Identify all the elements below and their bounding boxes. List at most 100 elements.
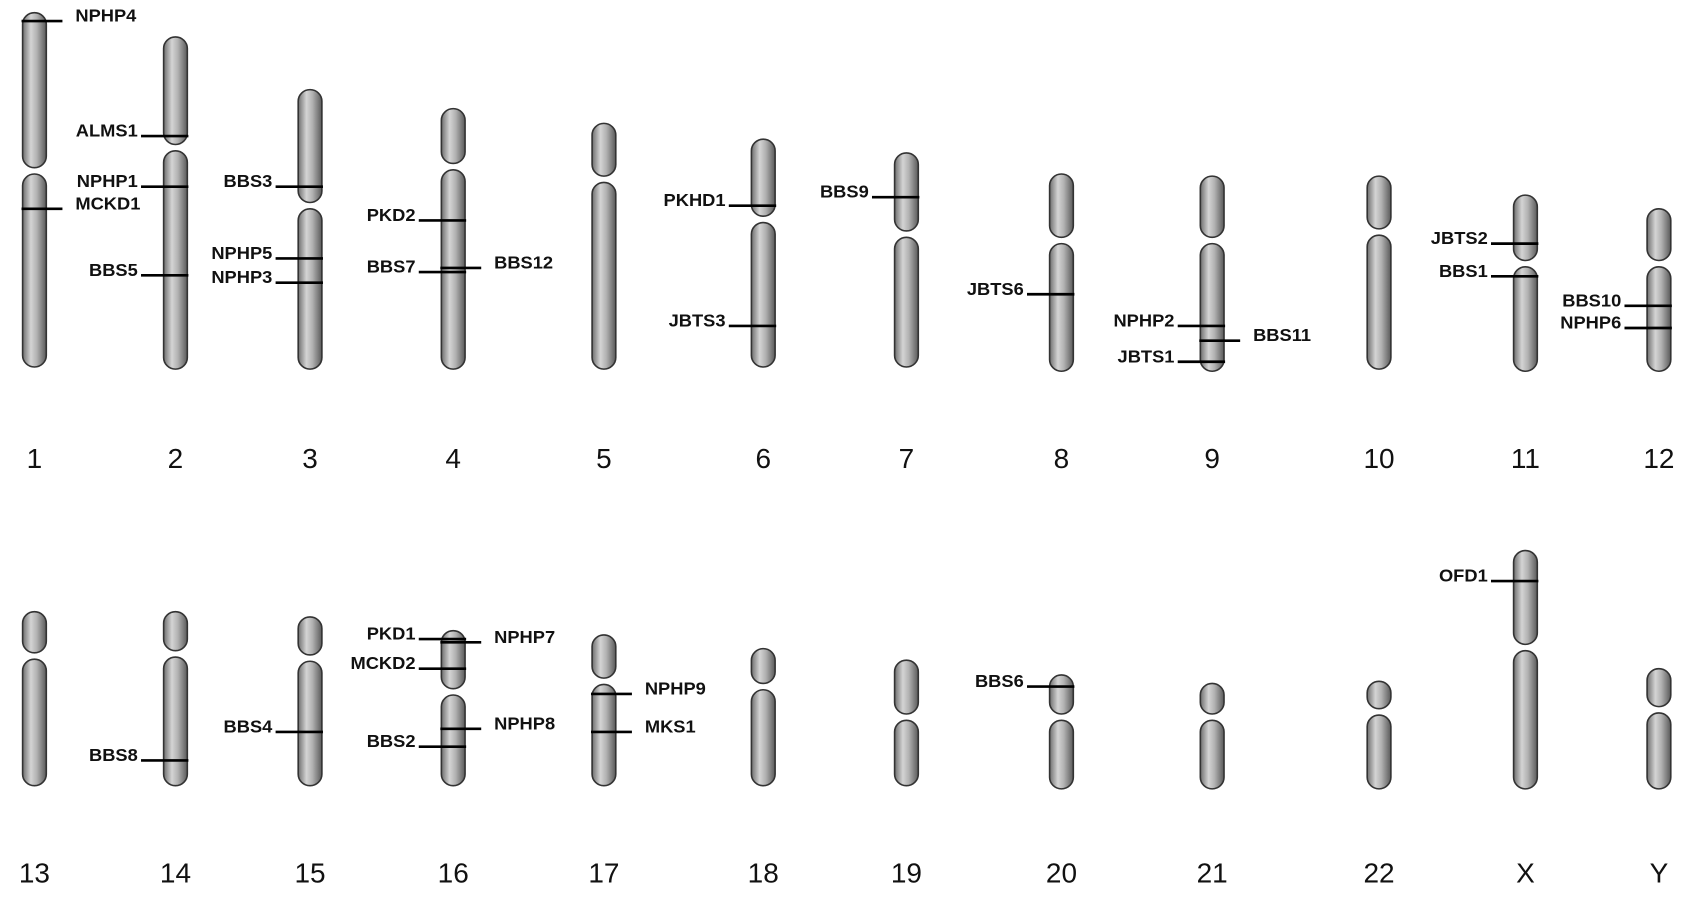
- chromosome-label: 5: [596, 443, 612, 474]
- chromosome: [298, 90, 322, 369]
- chromosome-label: 13: [19, 858, 50, 889]
- q-arm: [1647, 713, 1671, 789]
- chromosome-label: 19: [891, 858, 922, 889]
- p-arm: [1200, 683, 1224, 714]
- gene-label: NPHP1: [77, 171, 138, 191]
- q-arm: [1200, 720, 1224, 789]
- p-arm: [592, 635, 616, 678]
- chromosome-label: 10: [1363, 443, 1394, 474]
- p-arm: [1647, 209, 1671, 261]
- chromosome: [1514, 195, 1538, 371]
- gene-label: BBS11: [1253, 325, 1311, 345]
- chromosome: [592, 123, 616, 369]
- gene-label: JBTS3: [669, 311, 726, 331]
- gene-label: MKS1: [645, 717, 696, 737]
- q-arm: [592, 684, 616, 785]
- gene-label: NPHP4: [75, 6, 136, 26]
- chromosome: [895, 153, 919, 367]
- q-arm: [895, 720, 919, 785]
- chromosome: [1050, 174, 1074, 371]
- q-arm: [164, 151, 188, 369]
- chromosome-label: 16: [438, 858, 469, 889]
- gene-label: BBS6: [975, 671, 1024, 691]
- gene-label: NPHP9: [645, 679, 706, 699]
- chromosome: [1050, 675, 1074, 789]
- chromosome-label: 9: [1204, 443, 1220, 474]
- p-arm: [1367, 681, 1391, 708]
- chromosome: [1647, 209, 1671, 371]
- p-arm: [1200, 176, 1224, 237]
- chromosome: [1367, 176, 1391, 369]
- p-arm: [23, 13, 47, 168]
- gene-label: MCKD2: [350, 653, 415, 673]
- chromosome-label: 20: [1046, 858, 1077, 889]
- gene-label: BBS4: [224, 717, 273, 737]
- chromosome: [441, 631, 465, 786]
- q-arm: [592, 182, 616, 369]
- q-arm: [1367, 235, 1391, 369]
- p-arm: [298, 617, 322, 655]
- gene-label: ALMS1: [76, 121, 138, 141]
- q-arm: [1514, 651, 1538, 789]
- chromosome-label: 4: [445, 443, 461, 474]
- p-arm: [1050, 174, 1074, 237]
- gene-label: MCKD1: [75, 193, 140, 213]
- q-arm: [164, 657, 188, 786]
- p-arm: [23, 612, 47, 653]
- p-arm: [164, 37, 188, 145]
- q-arm: [23, 174, 47, 367]
- q-arm: [1647, 267, 1671, 371]
- chromosome-label: 3: [302, 443, 318, 474]
- gene-label: BBS9: [820, 182, 869, 202]
- chromosome-label: 11: [1511, 443, 1540, 474]
- chromosome-label: 22: [1363, 858, 1394, 889]
- gene-label: PKD1: [367, 624, 416, 644]
- p-arm: [1647, 669, 1671, 707]
- q-arm: [1050, 244, 1074, 372]
- chromosome-label: 15: [294, 858, 325, 889]
- chromosome: [1367, 681, 1391, 789]
- gene-label: BBS1: [1439, 261, 1488, 281]
- chromosome: [592, 635, 616, 786]
- chromosome-label: Y: [1650, 858, 1669, 889]
- p-arm: [1367, 176, 1391, 229]
- chromosome: [751, 139, 775, 367]
- q-arm: [1514, 267, 1538, 371]
- gene-label: BBS12: [494, 253, 553, 273]
- chromosome-label: 6: [755, 443, 771, 474]
- q-arm: [895, 237, 919, 367]
- chromosome: [1514, 551, 1538, 789]
- p-arm: [1514, 551, 1538, 645]
- p-arm: [441, 109, 465, 164]
- q-arm: [298, 209, 322, 369]
- chromosome: [751, 649, 775, 786]
- chromosome-label: 12: [1643, 443, 1674, 474]
- chromosome-label: X: [1516, 858, 1535, 889]
- q-arm: [23, 659, 47, 786]
- p-arm: [164, 612, 188, 651]
- chromosome: [1200, 683, 1224, 788]
- chromosome-label: 1: [27, 443, 43, 474]
- gene-label: JBTS2: [1431, 228, 1488, 248]
- gene-label: JBTS6: [967, 279, 1024, 299]
- chromosome-label: 17: [588, 858, 619, 889]
- chromosome: [1647, 669, 1671, 789]
- q-arm: [441, 695, 465, 786]
- gene-label: BBS10: [1562, 291, 1621, 311]
- chromosome-label: 2: [168, 443, 184, 474]
- chromosome-label: 14: [160, 858, 191, 889]
- chromosome-label: 7: [899, 443, 915, 474]
- q-arm: [1367, 715, 1391, 789]
- gene-label: NPHP5: [211, 243, 272, 263]
- gene-label: NPHP8: [494, 713, 555, 733]
- gene-label: BBS3: [224, 171, 273, 191]
- chromosome: [441, 109, 465, 369]
- chromosome: [23, 612, 47, 786]
- p-arm: [895, 153, 919, 231]
- gene-label: NPHP3: [211, 267, 272, 287]
- gene-label: BBS8: [89, 745, 138, 765]
- p-arm: [1050, 675, 1074, 714]
- q-arm: [751, 223, 775, 367]
- chromosome: [164, 37, 188, 369]
- gene-label: JBTS1: [1118, 346, 1175, 366]
